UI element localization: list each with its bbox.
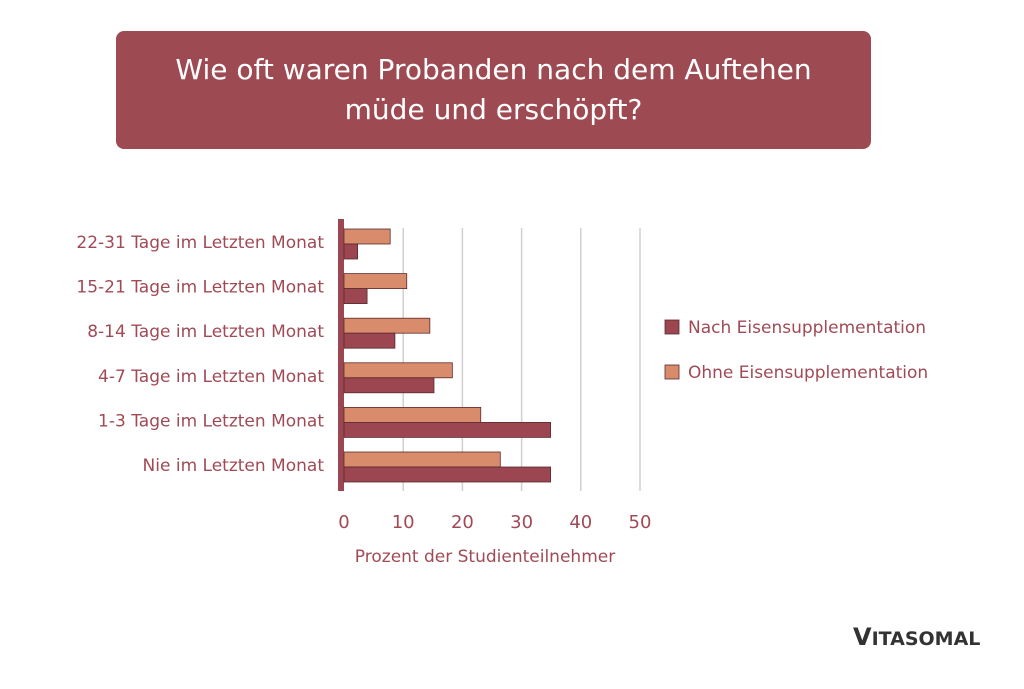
legend-label: Ohne Eisensupplementation	[688, 363, 928, 383]
legend-swatch	[664, 364, 680, 380]
bar-nach	[343, 466, 552, 483]
bar-ohne	[343, 273, 408, 290]
y-category-label: Nie im Letzten Monat	[143, 456, 325, 476]
bar-nach	[343, 243, 359, 260]
bar-nach	[343, 332, 396, 349]
x-tick-label: 0	[338, 512, 349, 533]
legend-label: Nach Eisensupplementation	[688, 318, 926, 338]
x-tick-label: 30	[510, 512, 533, 533]
chart-title: Wie oft waren Probanden nach dem Auftehe…	[175, 53, 812, 126]
x-tick-label: 20	[451, 512, 474, 533]
bar-ohne	[343, 451, 501, 468]
x-axis-label: Prozent der Studienteilnehmer	[355, 547, 615, 567]
vitasomal-logo: VITASOMAL	[853, 623, 981, 651]
y-category-label: 8-14 Tage im Letzten Monat	[87, 322, 324, 342]
bar-ohne	[343, 317, 431, 334]
chart-title-banner: Wie oft waren Probanden nach dem Auftehe…	[116, 31, 871, 149]
legend-swatch	[664, 319, 680, 335]
y-category-label: 15-21 Tage im Letzten Monat	[76, 278, 324, 298]
x-tick-label: 50	[629, 512, 652, 533]
bar-nach	[343, 377, 435, 394]
bar-ohne	[343, 406, 482, 423]
bar-ohne	[343, 228, 391, 245]
bar-ohne	[343, 362, 453, 379]
y-axis-line	[338, 219, 344, 491]
y-category-label: 4-7 Tage im Letzten Monat	[98, 367, 324, 387]
bar-nach	[343, 288, 368, 305]
bar-nach	[343, 421, 552, 438]
y-category-label: 22-31 Tage im Letzten Monat	[76, 233, 324, 253]
y-category-label: 1-3 Tage im Letzten Monat	[98, 411, 324, 431]
x-tick-label: 40	[569, 512, 592, 533]
x-tick-label: 10	[392, 512, 415, 533]
